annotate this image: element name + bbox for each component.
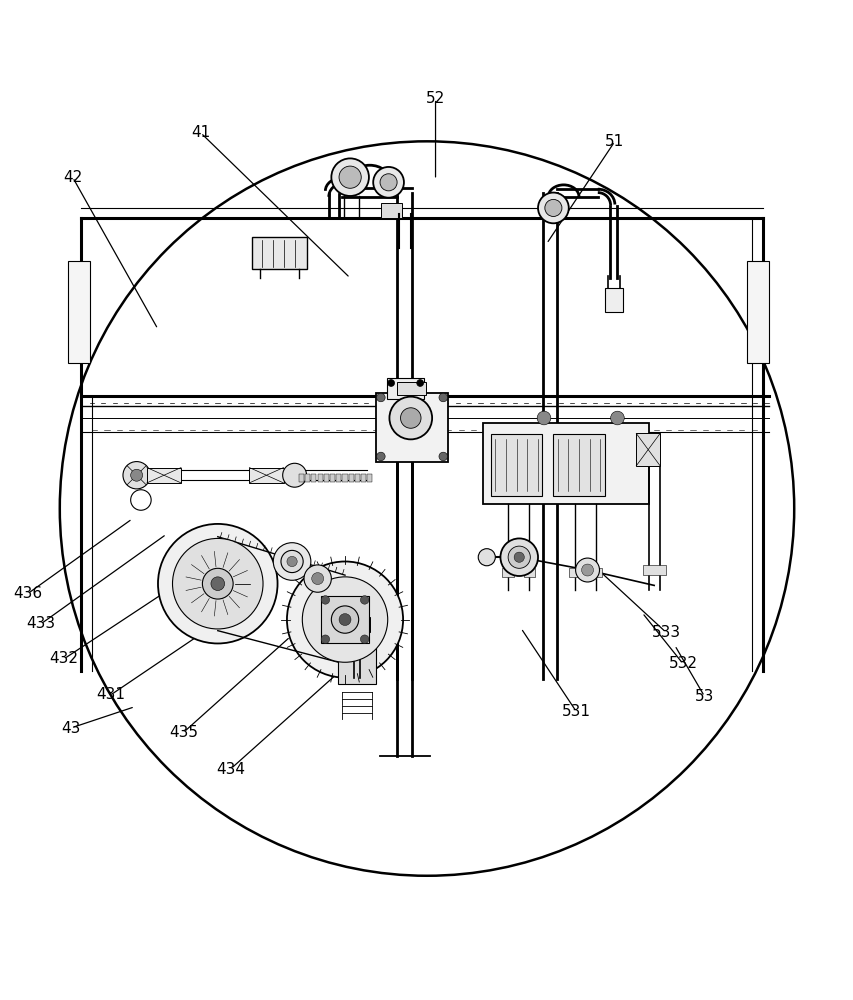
Bar xyxy=(380,203,402,218)
Circle shape xyxy=(123,462,150,489)
Text: 434: 434 xyxy=(216,762,245,777)
Bar xyxy=(361,474,366,482)
Text: 533: 533 xyxy=(651,625,680,640)
Bar xyxy=(68,261,90,363)
Text: 431: 431 xyxy=(96,687,125,702)
Text: 43: 43 xyxy=(61,721,80,736)
Circle shape xyxy=(514,552,524,562)
Circle shape xyxy=(544,199,561,216)
Bar xyxy=(553,434,604,496)
Bar xyxy=(344,617,369,632)
Circle shape xyxy=(172,538,263,629)
Text: 432: 432 xyxy=(49,651,78,666)
Circle shape xyxy=(304,565,331,592)
Bar xyxy=(252,237,307,269)
Circle shape xyxy=(287,561,403,678)
Text: 433: 433 xyxy=(26,616,55,631)
Circle shape xyxy=(202,568,233,599)
Circle shape xyxy=(537,411,550,425)
Circle shape xyxy=(321,635,329,643)
Bar xyxy=(299,474,304,482)
Circle shape xyxy=(339,166,361,188)
Bar xyxy=(147,468,181,483)
Circle shape xyxy=(373,167,403,198)
Circle shape xyxy=(438,393,447,402)
Bar xyxy=(397,382,426,395)
Circle shape xyxy=(211,577,224,591)
Circle shape xyxy=(131,469,142,481)
Text: 436: 436 xyxy=(13,586,42,601)
Bar xyxy=(305,474,310,482)
Bar xyxy=(746,261,768,363)
Bar xyxy=(589,568,601,577)
Bar xyxy=(523,568,535,577)
Circle shape xyxy=(311,573,323,585)
Circle shape xyxy=(537,193,568,223)
Bar xyxy=(604,288,623,312)
Bar xyxy=(635,433,659,466)
Circle shape xyxy=(416,380,423,386)
Circle shape xyxy=(282,463,306,487)
Circle shape xyxy=(158,524,277,643)
Bar xyxy=(348,474,353,482)
Bar xyxy=(338,628,375,684)
Bar xyxy=(502,568,514,577)
Circle shape xyxy=(400,408,421,428)
Circle shape xyxy=(610,411,624,425)
Circle shape xyxy=(581,564,593,576)
Circle shape xyxy=(508,546,530,568)
Bar xyxy=(317,474,322,482)
Circle shape xyxy=(302,577,387,662)
Circle shape xyxy=(321,596,329,604)
Text: 41: 41 xyxy=(191,125,210,140)
Circle shape xyxy=(273,543,310,580)
Bar xyxy=(482,423,648,504)
Circle shape xyxy=(360,635,368,643)
Bar xyxy=(323,474,328,482)
Bar xyxy=(329,474,334,482)
Circle shape xyxy=(389,397,432,439)
Bar xyxy=(490,434,542,496)
Circle shape xyxy=(376,452,385,461)
Bar xyxy=(642,565,665,575)
Text: 51: 51 xyxy=(605,134,624,149)
Circle shape xyxy=(387,380,394,386)
Circle shape xyxy=(438,452,447,461)
Bar xyxy=(375,393,448,462)
Bar xyxy=(249,468,283,483)
Bar xyxy=(568,568,580,577)
Circle shape xyxy=(360,596,368,604)
Circle shape xyxy=(287,556,297,567)
Bar xyxy=(321,596,368,643)
Bar xyxy=(336,474,341,482)
Text: 53: 53 xyxy=(694,689,713,704)
Text: 532: 532 xyxy=(668,656,697,671)
Circle shape xyxy=(500,538,537,576)
Text: 531: 531 xyxy=(561,704,590,719)
Bar xyxy=(354,474,359,482)
Circle shape xyxy=(339,614,351,626)
Bar xyxy=(386,378,424,399)
Bar xyxy=(311,474,316,482)
Circle shape xyxy=(331,606,358,633)
Circle shape xyxy=(281,550,303,573)
Text: 42: 42 xyxy=(63,170,82,185)
Circle shape xyxy=(575,558,599,582)
Circle shape xyxy=(331,158,368,196)
Circle shape xyxy=(478,549,495,566)
Text: 435: 435 xyxy=(169,725,198,740)
Bar xyxy=(342,474,347,482)
Text: 52: 52 xyxy=(426,91,444,106)
Circle shape xyxy=(376,393,385,402)
Circle shape xyxy=(380,174,397,191)
Bar xyxy=(367,474,372,482)
